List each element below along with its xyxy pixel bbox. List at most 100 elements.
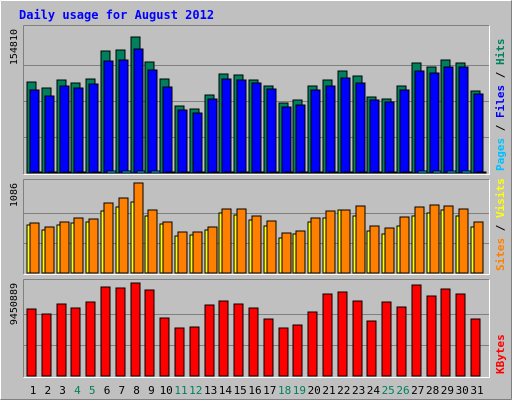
bar-kbytes-day-24 [366,320,377,377]
x-tick-label: 9 [148,384,155,397]
bar-pages-day-11 [180,171,191,174]
legend-entry: Sites [494,238,507,271]
legend-entry: / [494,65,507,85]
bar-sites-day-27 [414,206,425,274]
x-tick-label: 15 [234,384,247,397]
x-tick-label: 21 [322,384,335,397]
bar-files-day-18 [281,106,292,174]
bar-kbytes-day-27 [411,284,422,377]
bar-files-day-29 [443,66,454,174]
bar-files-day-2 [44,95,55,174]
bar-files-day-4 [73,87,84,174]
bar-files-day-21 [325,85,336,174]
bar-pages-day-30 [461,170,472,174]
bar-pages-day-31 [476,171,487,174]
bar-kbytes-day-6 [100,286,111,377]
x-tick-label: 28 [426,384,439,397]
bar-pages-day-21 [328,171,339,174]
bar-files-day-19 [295,104,306,174]
bar-sites-day-9 [147,209,158,274]
bar-sites-day-22 [340,209,351,274]
bar-sites-day-11 [177,231,188,274]
bar-sites-day-25 [384,227,395,274]
x-tick-label: 26 [396,384,409,397]
bar-sites-day-7 [118,197,129,274]
x-tick-label: 11 [174,384,187,397]
panel-hits-files-pages: 154810 Pages / Files / Hits [9,25,507,175]
x-tick-label: 1 [30,384,37,397]
bar-sites-day-28 [429,204,440,274]
bar-kbytes-day-5 [85,301,96,377]
bar-sites-day-29 [443,205,454,274]
x-tick-label: 16 [248,384,261,397]
bar-kbytes-day-21 [322,293,333,377]
bar-sites-day-2 [44,226,55,274]
bar-files-day-28 [429,72,440,174]
bar-files-day-16 [251,82,262,174]
bar-sites-day-17 [266,220,277,274]
bar-sites-day-14 [221,208,232,274]
y-max-label: 9450889 [9,283,20,325]
bar-pages-day-22 [343,171,354,174]
bar-pages-day-24 [372,171,383,174]
x-tick-label: 13 [204,384,217,397]
bar-kbytes-day-20 [307,311,318,377]
bar-pages-day-29 [446,170,457,174]
bar-sites-day-19 [295,230,306,274]
bar-sites-day-12 [192,231,203,274]
bar-pages-day-15 [239,171,250,174]
bar-pages-day-12 [195,171,206,174]
bar-sites-day-16 [251,215,262,274]
bar-kbytes-day-10 [159,317,170,377]
bar-files-day-24 [369,99,380,174]
bar-sites-day-18 [281,232,292,274]
y-max-label: 154810 [9,29,20,65]
x-tick-label: 17 [263,384,276,397]
bar-pages-day-7 [121,170,132,174]
bar-files-day-11 [177,109,188,174]
bar-kbytes-day-18 [278,327,289,377]
bar-kbytes-day-2 [41,313,52,377]
chart-title: Daily usage for August 2012 [19,8,214,22]
bar-kbytes-day-4 [70,307,81,377]
bar-sites-day-31 [473,221,484,274]
bar-files-day-13 [207,98,218,174]
bar-sites-day-30 [458,208,469,274]
bar-kbytes-day-1 [26,308,37,377]
bar-files-day-12 [192,112,203,174]
bar-kbytes-day-11 [174,327,185,377]
bar-sites-day-4 [73,217,84,274]
bar-files-day-15 [236,79,247,174]
bar-pages-day-2 [47,171,58,174]
x-tick-label: 22 [337,384,350,397]
bar-files-day-5 [88,83,99,174]
bar-kbytes-day-8 [130,282,141,377]
panel-visits-sites: 1086 Sites / Visits [9,178,507,275]
bar-sites-day-8 [133,182,144,274]
bar-files-day-22 [340,77,351,174]
bar-kbytes-day-23 [352,300,363,377]
bar-sites-day-23 [355,205,366,274]
bar-sites-day-1 [29,222,40,274]
x-tick-label: 23 [352,384,365,397]
bar-sites-day-15 [236,208,247,274]
bar-kbytes-day-29 [440,288,451,377]
bar-sites-day-21 [325,210,336,274]
legend-entry: Visits [494,178,507,218]
bar-pages-day-4 [76,171,87,174]
bar-sites-day-10 [162,221,173,274]
bar-pages-day-16 [254,171,265,174]
bar-pages-day-19 [298,171,309,174]
bar-pages-day-20 [313,171,324,174]
x-tick-label: 24 [367,384,381,397]
bar-pages-day-14 [224,171,235,174]
x-tick-label: 12 [189,384,202,397]
bar-pages-day-26 [402,171,413,174]
x-tick-label: 31 [470,384,483,397]
bar-sites-day-13 [207,226,218,274]
bar-files-day-9 [147,69,158,174]
bar-kbytes-day-14 [218,300,229,377]
bar-pages-day-6 [106,170,117,174]
x-tick-label: 4 [74,384,81,397]
x-tick-label: 6 [104,384,111,397]
